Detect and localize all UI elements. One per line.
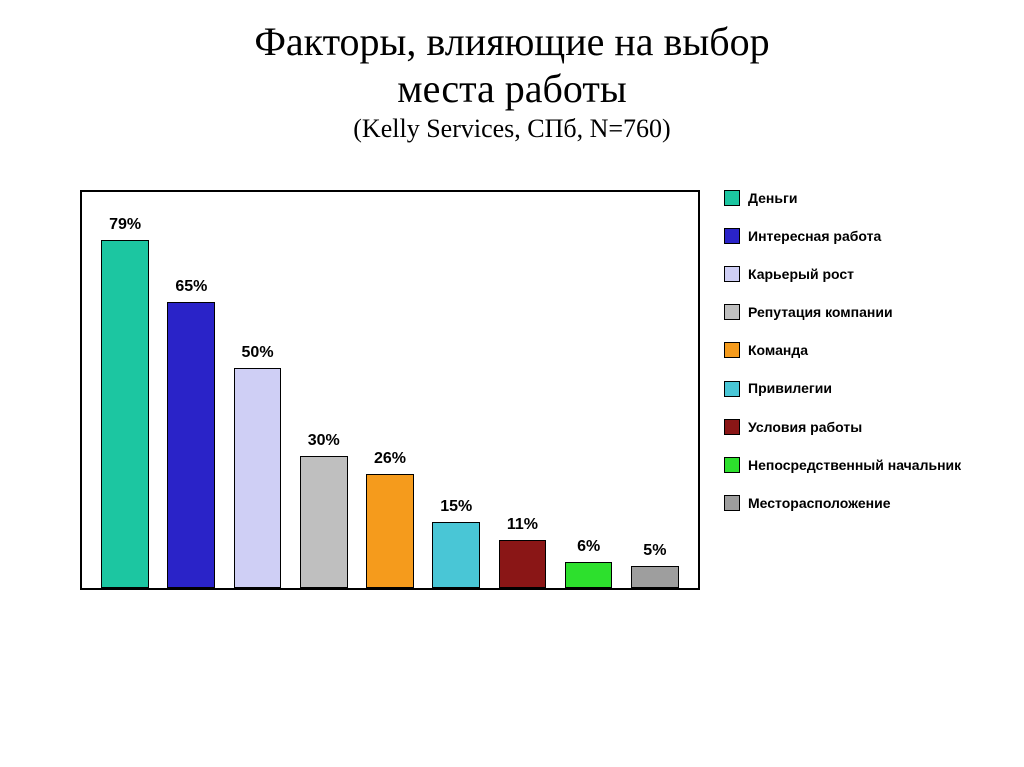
bar-value-label: 5% [622, 542, 688, 560]
title-line-1: Факторы, влияющие на выбор [0, 18, 1024, 65]
legend-label: Деньги [748, 190, 964, 206]
slide: Факторы, влияющие на выбор места работы … [0, 0, 1024, 767]
legend-label: Репутация компании [748, 304, 964, 320]
chart-area: 79% 65% 50% 30%26% 15%11%6%5% Деньги Интересн… [80, 190, 980, 620]
bar [366, 474, 414, 588]
legend-swatch [724, 495, 740, 511]
legend-item: Деньги [724, 190, 964, 206]
legend-swatch [724, 266, 740, 282]
bar [300, 456, 348, 588]
legend-item: Непосредственный начальник [724, 457, 964, 473]
title-line-2: места работы [0, 65, 1024, 112]
legend-swatch [724, 228, 740, 244]
legend-label: Условия работы [748, 419, 964, 435]
bar-chart: 79% 65% 50% 30%26% 15%11%6%5% [80, 190, 700, 590]
bar-value-label: 6% [556, 538, 622, 556]
legend-swatch [724, 381, 740, 397]
legend-label: Непосредственный начальник [748, 457, 964, 473]
legend-label: Привилегии [748, 380, 964, 396]
bar-slot: 65% [158, 192, 224, 588]
legend-swatch [724, 190, 740, 206]
legend-swatch [724, 419, 740, 435]
legend-swatch [724, 457, 740, 473]
bar [167, 302, 215, 588]
bar-value-label: 11% [489, 516, 555, 534]
legend-label: Месторасположение [748, 495, 964, 511]
legend-swatch [724, 342, 740, 358]
bar-slot: 30% [291, 192, 357, 588]
bar-value-label: 26% [357, 450, 423, 468]
legend-item: Условия работы [724, 419, 964, 435]
bar [101, 240, 149, 588]
bar-value-label: 79% [92, 216, 158, 234]
bar [499, 540, 547, 588]
title-block: Факторы, влияющие на выбор места работы … [0, 0, 1024, 145]
bar-slot: 5% [622, 192, 688, 588]
bar-slot: 79% [92, 192, 158, 588]
bar-slot: 26% [357, 192, 423, 588]
bar-value-label: 15% [423, 498, 489, 516]
legend-item: Репутация компании [724, 304, 964, 320]
legend-label: Команда [748, 342, 964, 358]
bar-slot: 50% [224, 192, 290, 588]
bar-value-label: 50% [224, 344, 290, 362]
legend-item: Карьерый рост [724, 266, 964, 282]
bar-slot: 11% [489, 192, 555, 588]
bar [234, 368, 282, 588]
legend-label: Карьерый рост [748, 266, 964, 282]
bar-slot: 6% [556, 192, 622, 588]
bar-slot: 15% [423, 192, 489, 588]
bar-value-label: 65% [158, 278, 224, 296]
legend-item: Привилегии [724, 380, 964, 396]
bar [631, 566, 679, 588]
bar [565, 562, 613, 588]
bars-container: 79% 65% 50% 30%26% 15%11%6%5% [82, 192, 698, 588]
legend-swatch [724, 304, 740, 320]
title-subtitle: (Kelly Services, СПб, N=760) [0, 114, 1024, 145]
legend-item: Команда [724, 342, 964, 358]
legend-item: Интересная работа [724, 228, 964, 244]
legend-item: Месторасположение [724, 495, 964, 511]
bar [432, 522, 480, 588]
legend: Деньги Интересная работа Карьерый рост Репу… [724, 190, 964, 533]
legend-label: Интересная работа [748, 228, 964, 244]
bar-value-label: 30% [291, 432, 357, 450]
